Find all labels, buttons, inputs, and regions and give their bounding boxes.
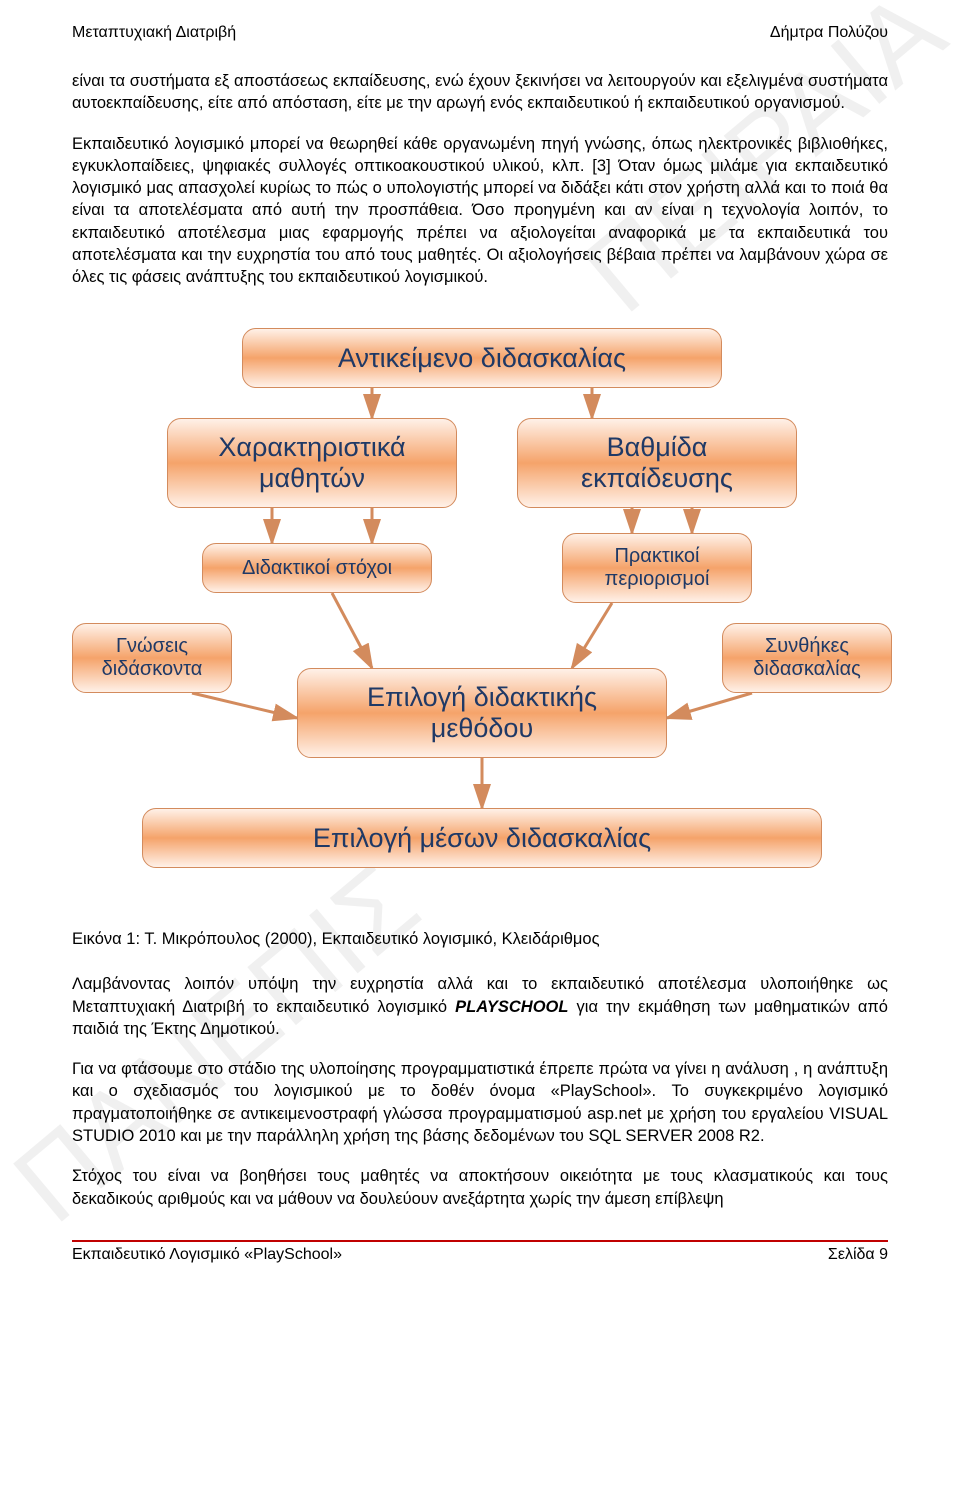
figure-caption: Εικόνα 1: Τ. Μικρόπουλος (2000), Εκπαιδε… (72, 930, 888, 949)
flowchart-node-n9: Επιλογή μέσων διδασκαλίας (142, 808, 822, 868)
paragraph-5: Στόχος του είναι να βοηθήσει τους μαθητέ… (72, 1165, 888, 1210)
flowchart-node-n7: Συνθήκεςδιδασκαλίας (722, 623, 892, 693)
header-right: Δήμτρα Πολύζου (770, 24, 888, 42)
flowchart-node-n2: Χαρακτηριστικάμαθητών (167, 418, 457, 508)
page-footer: Εκπαιδευτικό Λογισμικό «PlaySchool» Σελί… (72, 1246, 888, 1264)
header-left: Μεταπτυχιακή Διατριβή (72, 24, 236, 42)
flowchart-node-n8: Επιλογή διδακτικήςμεθόδου (297, 668, 667, 758)
paragraph-2: Εκπαιδευτικό λογισμικό μπορεί να θεωρηθε… (72, 133, 888, 289)
page-header: Μεταπτυχιακή Διατριβή Δήμτρα Πολύζου (72, 24, 888, 42)
flowchart-node-n6: Γνώσειςδιδάσκοντα (72, 623, 232, 693)
footer-rule (72, 1240, 888, 1242)
paragraph-1: είναι τα συστήματα εξ αποστάσεως εκπαίδε… (72, 70, 888, 115)
footer-left: Εκπαιδευτικό Λογισμικό «PlaySchool» (72, 1246, 342, 1264)
paragraph-3: Λαμβάνοντας λοιπόν υπόψη την ευχρηστία α… (72, 973, 888, 1040)
flowchart-diagram: Αντικείμενο διδασκαλίας Χαρακτηριστικάμαθ… (72, 328, 892, 918)
flowchart-node-n5: Πρακτικοίπεριορισμοί (562, 533, 752, 603)
flowchart-node-n1: Αντικείμενο διδασκαλίας (242, 328, 722, 388)
flowchart-node-n3: Βαθμίδαεκπαίδευσης (517, 418, 797, 508)
footer-right: Σελίδα 9 (828, 1246, 888, 1264)
paragraph-4: Για να φτάσουμε στο στάδιο της υλοποίηση… (72, 1058, 888, 1147)
flowchart-node-n4: Διδακτικοί στόχοι (202, 543, 432, 593)
